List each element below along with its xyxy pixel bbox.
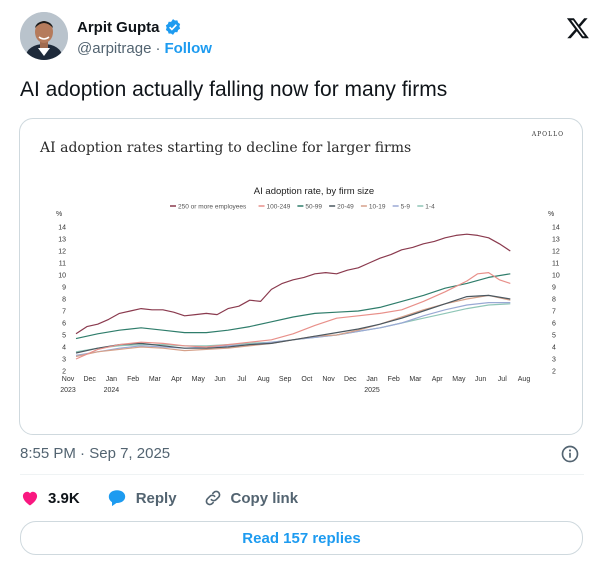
x-year-label: 2023 [60,387,76,394]
y-tick-label-right: 14 [552,225,560,232]
x-tick-label: Jan [366,376,377,383]
x-tick-label: Dec [344,376,357,383]
y-tick-label-left: 10 [58,273,66,280]
y-tick-label-right: 10 [552,273,560,280]
series-line [75,273,511,340]
avatar[interactable] [20,12,68,60]
y-tick-label-left: 11 [59,261,66,268]
x-tick-label: Jan [106,376,117,383]
x-tick-label: Nov [62,376,75,383]
x-tick-label: Sep [279,376,292,383]
handle-row: @arpitrage · Follow [77,40,212,57]
handle-separator: · [155,40,161,57]
reply-label: Reply [135,489,177,507]
tweet-date: Sep 7, 2025 [89,445,171,462]
y-tick-label-left: 8 [62,297,66,304]
tweet-timestamp[interactable]: 8:55 PM · Sep 7, 2025 [20,445,170,462]
x-tick-label: Oct [301,376,312,383]
x-tick-label: Jun [475,376,486,383]
legend-label: 50-99 [305,204,322,211]
read-replies-button[interactable]: Read 157 replies [20,521,583,555]
x-tick-label: May [192,376,206,383]
y-tick-label-right: 4 [552,345,556,352]
legend-label: 20-49 [337,204,354,211]
y-tick-label-left: 2 [62,369,66,376]
y-tick-label-right: 3 [552,357,556,364]
heart-icon [22,491,38,506]
x-tick-label: Jun [214,376,225,383]
copy-link-label: Copy link [230,489,299,507]
y-tick-label-right: 5 [552,333,556,340]
series-line [75,272,511,360]
timestamp-separator: · [80,445,86,462]
author-handle[interactable]: @arpitrage [77,40,152,57]
x-tick-label: Apr [171,376,183,383]
tweet-time: 8:55 PM [20,445,76,462]
series-line [75,233,511,335]
legend-label: 250 or more employees [178,204,247,211]
y-tick-label-right: 9 [552,285,556,292]
action-bar: 3.9K Reply Copy link [20,486,324,510]
y-tick-label-right: 2 [552,369,556,376]
y-tick-label-left: 12 [58,249,66,256]
y-tick-label-left: 5 [62,333,66,340]
y-tick-label-right: 11 [552,261,559,268]
y-tick-label-left: 6 [62,321,66,328]
y-axis-unit-right: % [548,211,554,218]
x-tick-label: Aug [518,376,531,383]
brand-watermark: APOLLO [531,131,564,138]
y-tick-label-left: 14 [58,225,66,232]
series-line [75,294,511,354]
y-tick-label-left: 13 [58,237,66,244]
tweet-media-image[interactable]: AI adoption rates starting to decline fo… [19,118,583,435]
x-tick-label: Dec [83,376,96,383]
divider [20,474,584,475]
author-name[interactable]: Arpit Gupta [77,18,160,36]
legend-label: 5-9 [401,204,411,211]
reply-button[interactable]: Reply [106,488,177,508]
line-chart: AI adoption rate, by firm size 250 or mor… [56,186,560,394]
x-logo-icon[interactable] [566,16,590,40]
x-year-label: 2024 [104,387,120,394]
x-tick-label: Apr [432,376,444,383]
info-icon[interactable] [560,444,580,464]
legend-label: 10-19 [369,204,386,211]
y-tick-label-left: 9 [62,285,66,292]
x-tick-label: Feb [127,376,139,383]
legend-label: 100-249 [267,204,291,211]
tweet-text: AI adoption actually falling now for man… [20,78,448,101]
y-tick-label-left: 4 [62,345,66,352]
media-title: AI adoption rates starting to decline fo… [40,140,412,156]
tweet-header: Arpit Gupta @arpitrage · Follow [20,12,590,62]
x-tick-label: Feb [388,376,400,383]
y-tick-label-left: 3 [62,357,66,364]
speech-bubble-icon [108,490,125,507]
x-tick-label: Mar [409,376,422,383]
x-tick-label: Nov [322,376,335,383]
verified-badge-icon [165,19,180,35]
x-tick-label: Jul [237,376,246,383]
y-tick-label-right: 12 [552,249,560,256]
like-button[interactable]: 3.9K [20,488,80,508]
legend-label: 1-4 [425,204,435,211]
like-count: 3.9K [48,489,80,507]
y-tick-label-left: 7 [62,309,66,316]
link-icon [205,490,220,506]
y-tick-label-right: 6 [552,321,556,328]
x-tick-label: Jul [498,376,507,383]
chart-title: AI adoption rate, by firm size [254,186,374,197]
x-tick-label: Mar [149,376,162,383]
series-line [75,294,511,358]
copy-link-button[interactable]: Copy link [203,488,299,508]
x-year-label: 2025 [364,387,380,394]
y-tick-label-right: 8 [552,297,556,304]
x-tick-label: May [452,376,466,383]
name-row: Arpit Gupta [77,18,182,36]
follow-button[interactable]: Follow [164,40,212,57]
y-tick-label-right: 7 [552,309,556,316]
y-axis-unit-left: % [56,211,62,218]
x-tick-label: Aug [257,376,270,383]
y-tick-label-right: 13 [552,237,560,244]
